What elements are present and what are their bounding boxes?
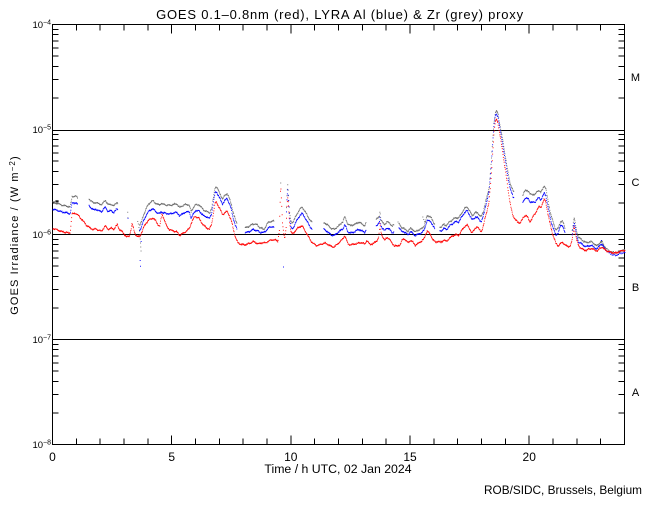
svg-text:20: 20 bbox=[523, 450, 537, 464]
svg-text:10−6: 10−6 bbox=[32, 230, 51, 242]
svg-text:A: A bbox=[632, 387, 640, 399]
svg-text:10−8: 10−8 bbox=[32, 440, 51, 452]
svg-text:Time / h UTC, 02 Jan 2024: Time / h UTC, 02 Jan 2024 bbox=[264, 462, 411, 476]
svg-text:10: 10 bbox=[284, 450, 298, 464]
svg-text:15: 15 bbox=[403, 450, 417, 464]
svg-text:0: 0 bbox=[49, 450, 56, 464]
svg-text:GOES Irradiance / (W m−2): GOES Irradiance / (W m−2) bbox=[8, 155, 21, 314]
svg-text:5: 5 bbox=[168, 450, 175, 464]
svg-text:10−7: 10−7 bbox=[32, 335, 51, 347]
svg-text:C: C bbox=[632, 177, 640, 189]
svg-text:10−5: 10−5 bbox=[32, 125, 51, 137]
svg-text:10−4: 10−4 bbox=[32, 20, 51, 32]
svg-text:ROB/SIDC, Brussels, Belgium: ROB/SIDC, Brussels, Belgium bbox=[484, 483, 642, 497]
svg-text:GOES 0.1–0.8nm (red), LYRA Al: GOES 0.1–0.8nm (red), LYRA Al (blue) & Z… bbox=[156, 7, 524, 22]
svg-text:M: M bbox=[631, 72, 640, 84]
svg-text:B: B bbox=[632, 282, 639, 294]
